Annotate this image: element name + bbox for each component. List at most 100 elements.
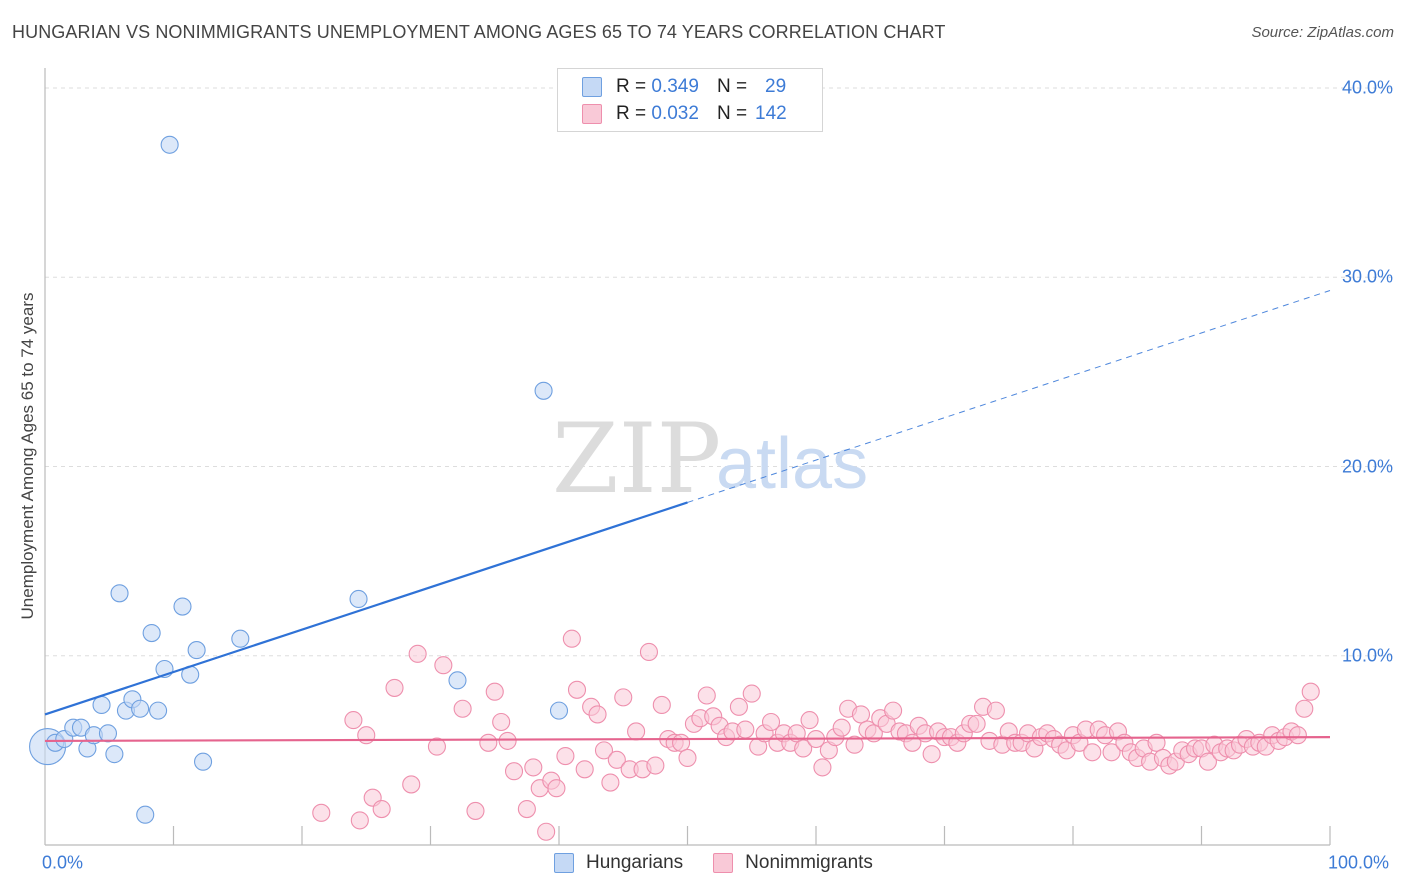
nonimmigrants-point	[594, 741, 614, 760]
hungarians-point	[187, 641, 206, 660]
legend-swatch-pink	[582, 104, 602, 124]
nonimmigrants-swatch	[713, 853, 734, 873]
nonimmigrants-point	[845, 735, 864, 754]
y-tick-label: 30.0%	[1341, 266, 1393, 287]
x-tick-label: 0.0%	[42, 852, 84, 873]
nonimmigrants-point	[357, 726, 376, 745]
nonimmigrants-point	[607, 750, 626, 769]
nonimmigrants-point	[1102, 743, 1121, 762]
nonimmigrants-point	[1295, 699, 1314, 718]
nonimmigrants-point	[562, 629, 581, 648]
y-tick-label: 40.0%	[1341, 77, 1393, 98]
hungarians-point	[231, 629, 250, 648]
hungarians-point	[349, 589, 368, 609]
nonimmigrants-point	[492, 712, 511, 732]
nonimmigrants-point	[813, 758, 832, 777]
nonimmigrants-point	[986, 701, 1005, 720]
legend-item-hungarians[interactable]: Hungarians	[554, 852, 683, 874]
trend-lines	[44, 290, 1331, 743]
nonimmigrants-point	[794, 739, 813, 758]
nonimmigrants-point	[736, 720, 755, 739]
legend-row-hungarians: R = 0.349 N = 29	[582, 75, 786, 99]
axes	[44, 68, 1331, 846]
nonimmigrants-point	[556, 747, 575, 766]
nonimmigrants-point	[922, 745, 941, 764]
nonimmigrants-point	[1288, 726, 1307, 745]
nonimmigrants-point	[588, 705, 607, 724]
legend-swatch-blue	[582, 77, 602, 97]
nonimmigrants-points	[312, 629, 1320, 841]
nonimmigrants-point	[884, 701, 903, 720]
nonimmigrants-point	[547, 779, 566, 798]
hungarians-point	[160, 135, 179, 154]
hungarians-point	[105, 745, 124, 764]
nonimmigrants-point	[385, 678, 404, 697]
nonimmigrants-point	[427, 737, 446, 756]
nonimmigrants-point	[614, 688, 633, 707]
hungarians-point	[136, 805, 155, 824]
hungarians-label: Hungarians	[586, 852, 684, 873]
nonimmigrants-point	[453, 699, 472, 718]
hungarians-point	[142, 623, 161, 643]
legend-row-nonimmigrants: R = 0.032 N = 142	[582, 102, 787, 126]
y-tick-label: 20.0%	[1341, 456, 1393, 476]
legend-n-value: 142	[755, 103, 787, 124]
nonimmigrants-point	[646, 756, 665, 775]
nonimmigrants-point	[627, 722, 646, 741]
watermark: ZIP atlas	[552, 403, 868, 515]
nonimmigrants-point	[967, 714, 986, 733]
nonimmigrants-point	[479, 733, 498, 752]
nonimmigrants-point	[485, 682, 504, 701]
hungarians-trend-extension	[687, 290, 1331, 503]
nonimmigrants-point	[434, 656, 453, 675]
nonimmigrants-point	[652, 695, 671, 715]
nonimmigrants-point	[372, 799, 391, 819]
nonimmigrants-point	[851, 705, 871, 724]
hungarians-point	[131, 699, 150, 718]
nonimmigrants-point	[742, 684, 761, 703]
nonimmigrants-point	[1083, 743, 1102, 762]
nonimmigrants-point	[729, 697, 748, 716]
nonimmigrants-point	[466, 801, 485, 820]
legend-r-label: R =	[616, 103, 647, 124]
nonimmigrants-point	[344, 711, 363, 730]
nonimmigrants-point	[537, 822, 556, 841]
correlation-legend: R = 0.349 N = 29 R = 0.032 N = 142	[557, 68, 823, 132]
watermark-atlas: atlas	[716, 424, 868, 504]
hungarians-swatch	[554, 853, 574, 873]
nonimmigrants-point	[1301, 682, 1320, 701]
nonimmigrants-point	[350, 811, 369, 830]
nonimmigrants-point	[1198, 752, 1217, 771]
source-label[interactable]: Source: ZipAtlas.com	[1251, 24, 1394, 41]
hungarians-point	[534, 381, 553, 400]
hungarians-point	[98, 724, 118, 743]
nonimmigrants-point	[639, 642, 659, 662]
hungarians-point	[194, 752, 213, 771]
nonimmigrants-point	[761, 712, 781, 732]
nonimmigrants-point	[408, 644, 427, 663]
nonimmigrants-point	[567, 680, 587, 699]
x-tick-label: 100.0%	[1328, 852, 1390, 873]
hungarians-point	[173, 597, 192, 616]
legend-item-nonimmigrants[interactable]: Nonimmigrants	[713, 852, 873, 874]
hungarians-point	[448, 671, 467, 690]
nonimmigrants-point	[601, 773, 620, 792]
hungarians-points	[29, 135, 569, 824]
legend-n-label: N =	[716, 76, 748, 97]
hungarians-point	[92, 695, 111, 715]
legend-r-value: 0.349	[651, 76, 699, 97]
legend-r-label: R =	[616, 76, 647, 97]
nonimmigrants-point	[697, 686, 716, 705]
legend-n-label: N =	[716, 103, 748, 124]
gridlines	[45, 87, 1392, 657]
nonimmigrants-point	[517, 799, 536, 819]
nonimmigrants-point	[575, 760, 594, 779]
nonimmigrants-point	[504, 762, 524, 781]
nonimmigrants-point	[832, 718, 851, 737]
nonimmigrants-point	[402, 775, 421, 794]
hungarians-trend-line	[44, 501, 688, 716]
nonimmigrants-point	[312, 803, 331, 822]
legend-n-value: 29	[765, 76, 787, 97]
nonimmigrants-point	[678, 748, 697, 767]
